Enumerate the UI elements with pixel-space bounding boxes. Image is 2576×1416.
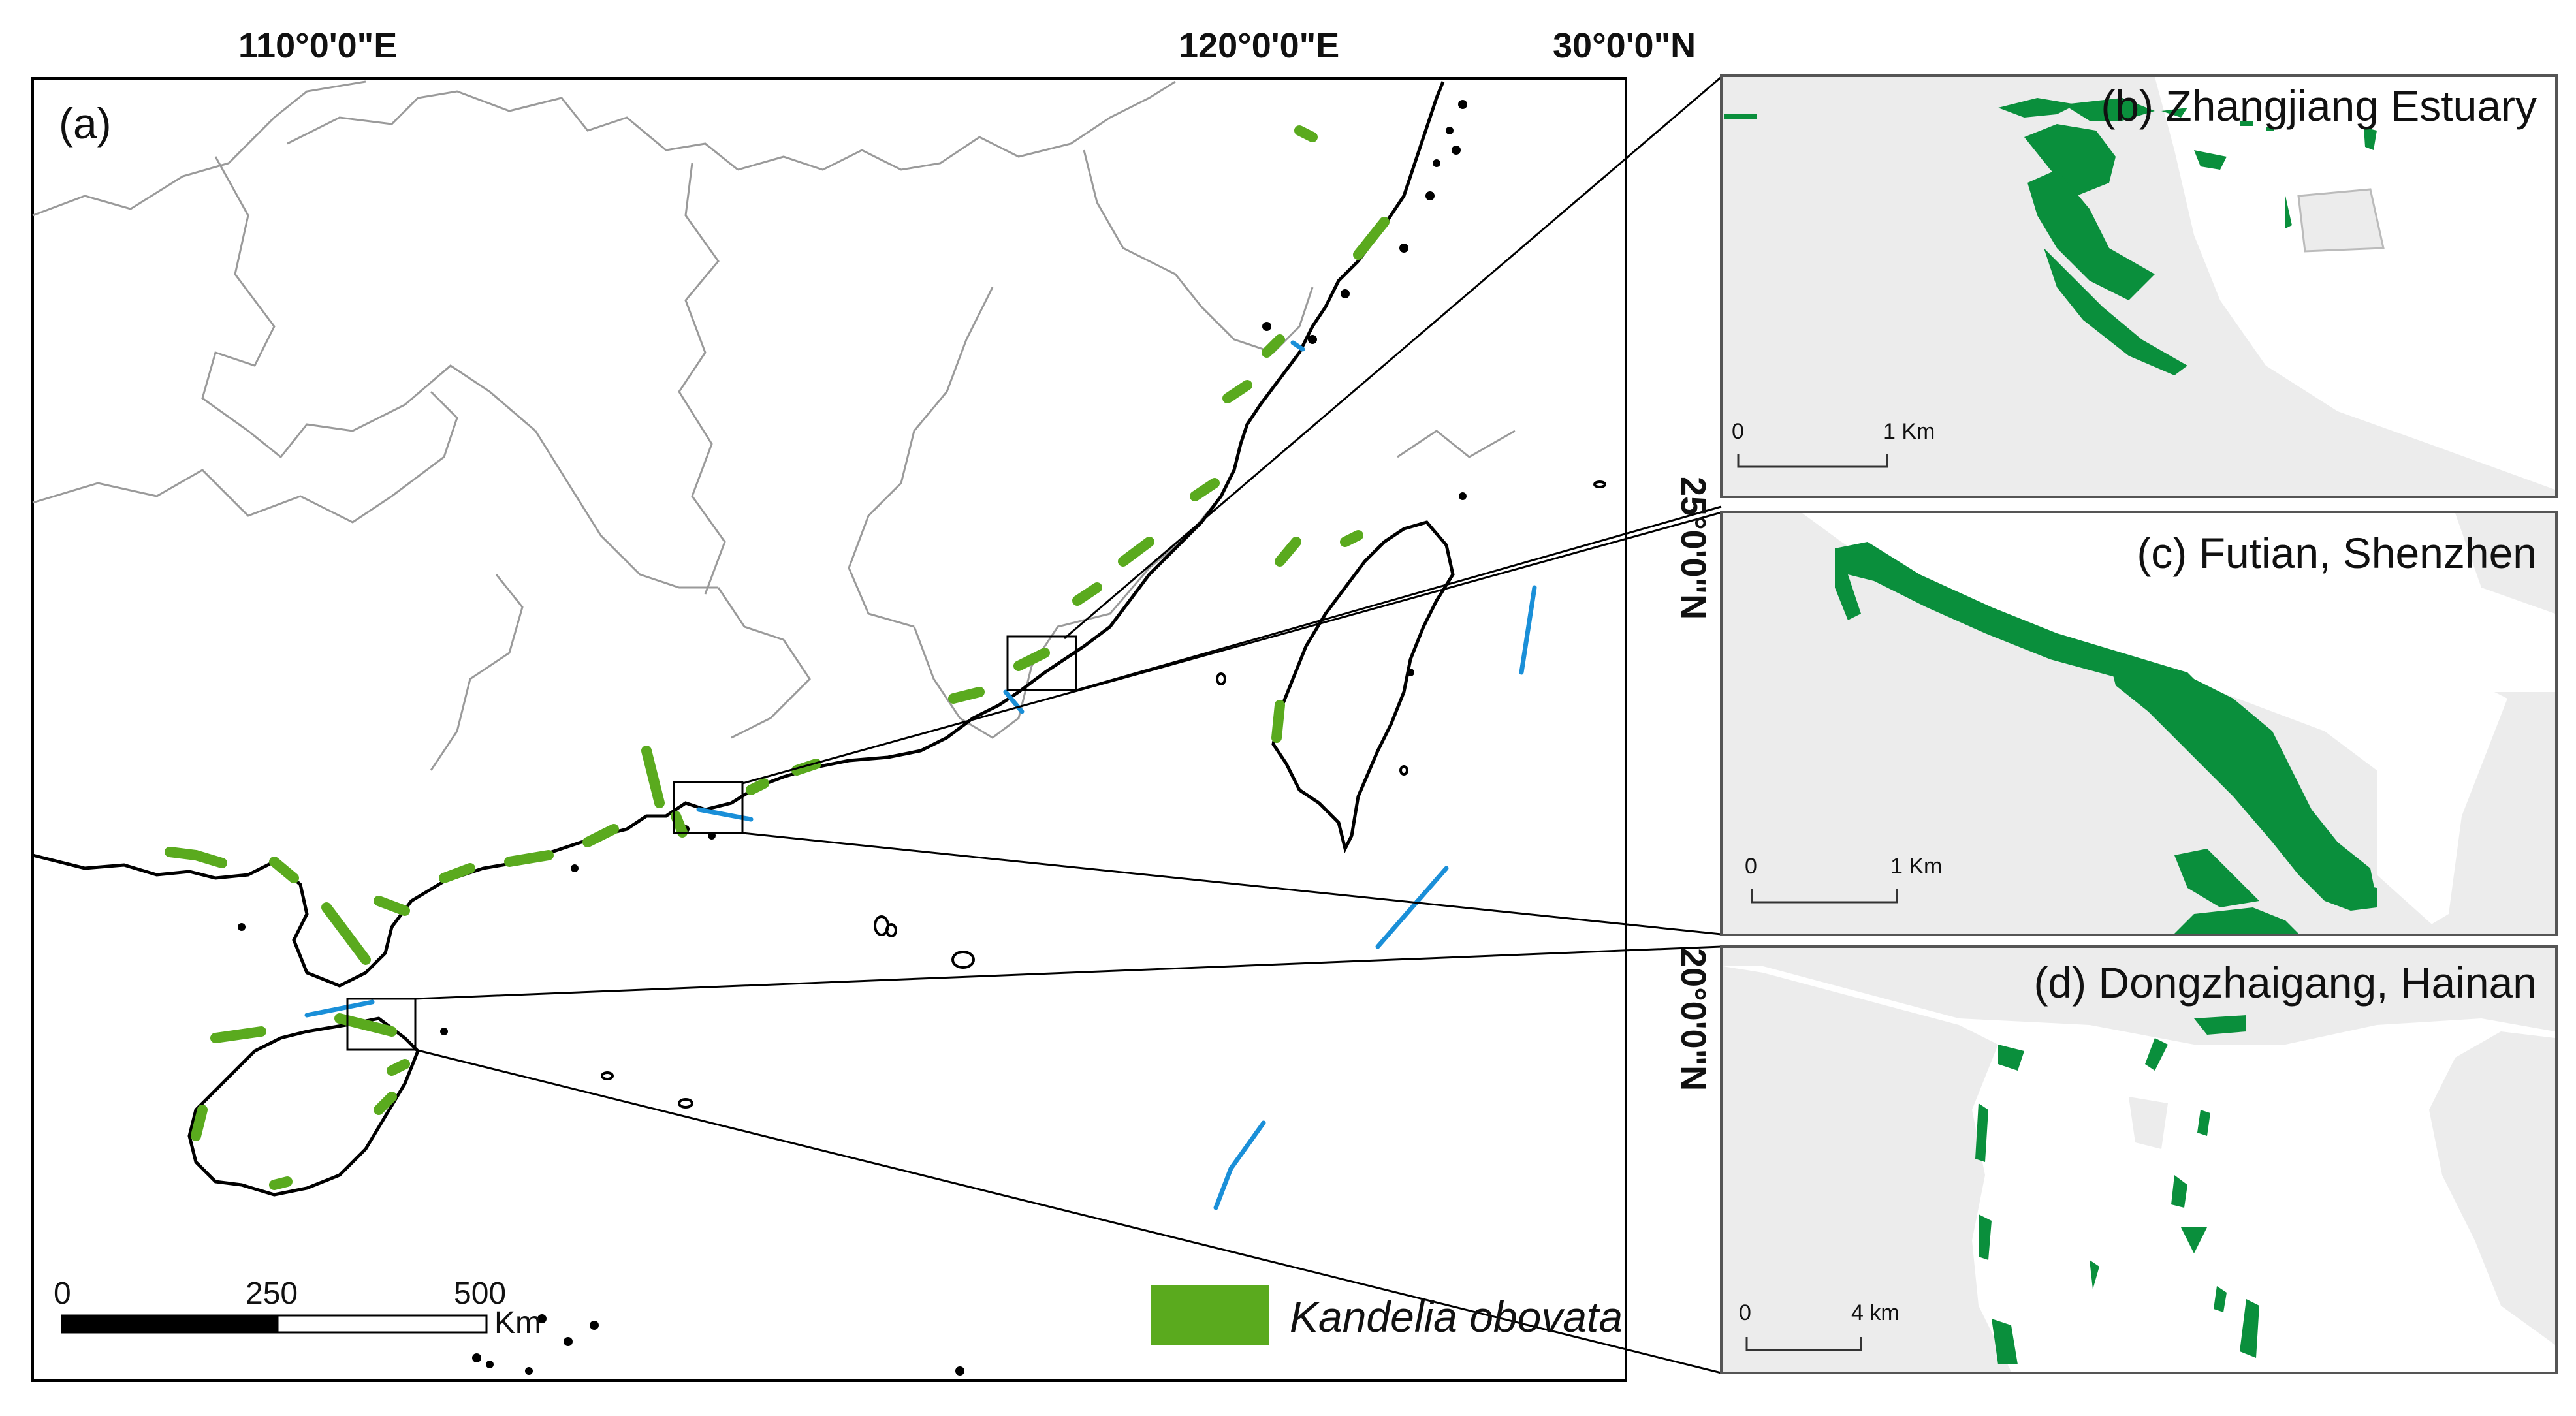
scale-tick-0: 0 bbox=[54, 1276, 71, 1311]
legend-label: Kandelia obovata bbox=[1290, 1293, 1623, 1341]
inset-d: (d) Dongzhaigang, Hainan 0 4 km bbox=[1720, 945, 2558, 1374]
inset-d-scale-start: 0 bbox=[1739, 1300, 1751, 1325]
inset-d-scale-end: 4 km bbox=[1851, 1300, 1900, 1325]
main-map: (a) 0 250 500 Km Kandelia obovata bbox=[31, 76, 1722, 1382]
inset-d-title: (d) Dongzhaigang, Hainan bbox=[2033, 958, 2537, 1007]
inset-c-mangrove bbox=[1835, 542, 2377, 934]
inset-b-scalebar bbox=[1737, 454, 1888, 468]
mangrove-distribution bbox=[165, 125, 1390, 1190]
futian-box bbox=[673, 781, 744, 834]
inset-d-land-north bbox=[1723, 948, 2555, 1045]
panel-label-a: (a) bbox=[59, 99, 112, 148]
ocean-features bbox=[304, 340, 1537, 1210]
inset-b-title: (b) Zhangjiang Estuary bbox=[2101, 82, 2537, 130]
lon-label-120: 120°0'0"E bbox=[1179, 26, 1339, 65]
inset-c-title: (c) Futian, Shenzhen bbox=[2137, 529, 2537, 577]
scale-tick-250: 250 bbox=[246, 1276, 298, 1311]
inset-c-scale-start: 0 bbox=[1745, 854, 1757, 879]
inset-b: (b) Zhangjiang Estuary 0 1 Km bbox=[1720, 74, 2558, 498]
inset-d-mangrove bbox=[1975, 1015, 2259, 1364]
inset-b-mangrove bbox=[1724, 98, 2377, 375]
lat-label-25: 25°0'0"N bbox=[1674, 477, 1713, 620]
small-islands bbox=[238, 100, 1606, 1376]
main-map-frame bbox=[31, 77, 1627, 1382]
inset-c-scale-end: 1 Km bbox=[1890, 854, 1942, 879]
zhangjiang-box bbox=[1006, 635, 1077, 691]
hainan-island bbox=[187, 1016, 420, 1197]
scale-tick-500: 500 bbox=[454, 1276, 506, 1311]
legend: Kandelia obovata bbox=[1151, 1285, 1623, 1345]
legend-swatch bbox=[1151, 1285, 1269, 1345]
lat-label-30: 30°0'0"N bbox=[1553, 26, 1696, 65]
lat-label-20: 20°0'0"N bbox=[1674, 948, 1713, 1091]
province-boundaries bbox=[32, 80, 1516, 771]
scale-unit: Km bbox=[494, 1306, 541, 1340]
study-area-boxes bbox=[346, 635, 1077, 1051]
inset-b-scale-end: 1 Km bbox=[1883, 419, 1935, 444]
scale-bar: 0 250 500 Km bbox=[54, 1276, 541, 1340]
dongzhaigang-box bbox=[346, 998, 417, 1051]
leader-lines bbox=[415, 76, 1722, 1374]
inset-b-scale-start: 0 bbox=[1732, 419, 1744, 444]
inset-c-scalebar bbox=[1751, 889, 1898, 904]
mainland-coastline bbox=[32, 81, 1445, 988]
inset-d-scalebar bbox=[1745, 1337, 1862, 1351]
lon-label-110: 110°0'0"E bbox=[238, 26, 397, 65]
inset-c: (c) Futian, Shenzhen 0 1 Km bbox=[1720, 511, 2558, 936]
